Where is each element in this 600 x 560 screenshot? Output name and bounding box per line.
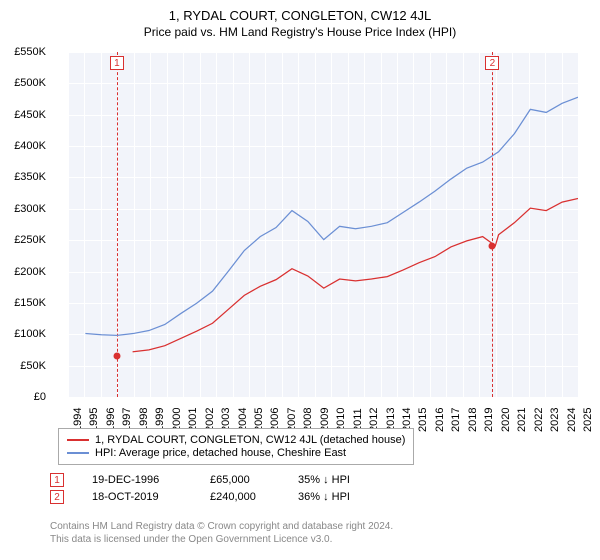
transaction-marker xyxy=(489,243,496,250)
y-axis-label: £200K xyxy=(4,266,46,278)
series-price_paid xyxy=(133,198,578,351)
transaction-callout: 2 xyxy=(485,56,499,70)
y-axis-label: £250K xyxy=(4,234,46,246)
x-axis-label: 2017 xyxy=(450,402,462,432)
x-axis-label: 2020 xyxy=(500,402,512,432)
x-axis-label: 2024 xyxy=(566,402,578,432)
attribution-line2: This data is licensed under the Open Gov… xyxy=(50,533,393,546)
y-axis-label: £150K xyxy=(4,297,46,309)
attribution-line1: Contains HM Land Registry data © Crown c… xyxy=(50,520,393,533)
transaction-row: 2 18-OCT-2019 £240,000 36% ↓ HPI xyxy=(50,490,350,504)
transaction-number: 2 xyxy=(50,490,64,504)
y-axis-label: £50K xyxy=(4,360,46,372)
x-axis-label: 2022 xyxy=(533,402,545,432)
transaction-row: 1 19-DEC-1996 £65,000 35% ↓ HPI xyxy=(50,473,350,487)
series-lines xyxy=(68,52,578,397)
x-axis-label: 2018 xyxy=(467,402,479,432)
y-axis-label: £350K xyxy=(4,171,46,183)
x-axis-label: 2016 xyxy=(434,402,446,432)
y-axis-label: £100K xyxy=(4,328,46,340)
transaction-date: 18-OCT-2019 xyxy=(92,491,182,503)
transaction-pct: 36% ↓ HPI xyxy=(298,491,350,503)
transaction-number: 1 xyxy=(50,473,64,487)
legend-swatch-price xyxy=(67,439,89,441)
x-axis-label: 2025 xyxy=(582,402,594,432)
legend-label-hpi: HPI: Average price, detached house, Ches… xyxy=(95,447,346,459)
legend: 1, RYDAL COURT, CONGLETON, CW12 4JL (det… xyxy=(58,428,414,465)
y-axis-label: £550K xyxy=(4,46,46,58)
x-axis-label: 2021 xyxy=(516,402,528,432)
y-axis-label: £0 xyxy=(4,391,46,403)
chart-title-2: Price paid vs. HM Land Registry's House … xyxy=(0,25,600,39)
y-axis-label: £450K xyxy=(4,109,46,121)
x-axis-label: 2015 xyxy=(417,402,429,432)
attribution: Contains HM Land Registry data © Crown c… xyxy=(50,520,393,546)
x-axis-label: 2019 xyxy=(483,402,495,432)
transaction-date: 19-DEC-1996 xyxy=(92,474,182,486)
legend-swatch-hpi xyxy=(67,452,89,454)
transaction-pct: 35% ↓ HPI xyxy=(298,474,350,486)
y-axis-label: £300K xyxy=(4,203,46,215)
series-hpi xyxy=(85,97,578,335)
y-axis-label: £500K xyxy=(4,77,46,89)
transactions-table: 1 19-DEC-1996 £65,000 35% ↓ HPI 2 18-OCT-2019… xyxy=(50,470,350,507)
transaction-callout: 1 xyxy=(110,56,124,70)
transaction-price: £65,000 xyxy=(210,474,270,486)
x-axis-label: 2023 xyxy=(549,402,561,432)
transaction-marker xyxy=(113,353,120,360)
legend-label-price: 1, RYDAL COURT, CONGLETON, CW12 4JL (det… xyxy=(95,434,405,446)
y-axis-label: £400K xyxy=(4,140,46,152)
chart-title-1: 1, RYDAL COURT, CONGLETON, CW12 4JL xyxy=(0,8,600,23)
chart-area: £0£50K£100K£150K£200K£250K£300K£350K£400… xyxy=(50,52,580,417)
transaction-price: £240,000 xyxy=(210,491,270,503)
